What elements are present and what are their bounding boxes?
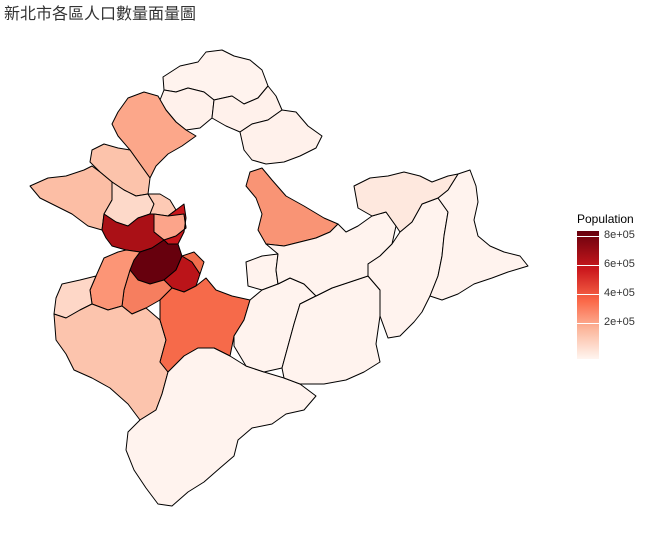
legend-tickmark (577, 236, 599, 237)
district-tamsui[interactable] (111, 91, 197, 179)
legend-tickmark (577, 265, 599, 266)
legend-tick-label: 6e+05 (604, 258, 635, 270)
district-yonghe[interactable] (181, 251, 205, 275)
district-ruifang[interactable] (353, 171, 459, 233)
district-wanli[interactable] (239, 109, 323, 165)
district-shenkeng[interactable] (245, 253, 279, 291)
legend-title: Population (577, 212, 634, 226)
legend-tickmark (577, 294, 599, 295)
legend-colorbar (577, 231, 599, 359)
district-gongliao[interactable] (429, 169, 529, 301)
district-linkou[interactable] (29, 165, 113, 231)
legend-tickmark (577, 323, 599, 324)
legend: Population 8e+05 6e+05 4e+05 2e+05 (576, 212, 651, 359)
legend-tick-label: 8e+05 (604, 229, 635, 241)
legend-tick-label: 2e+05 (604, 316, 635, 328)
map-title: 新北市各區人口數量面量圖 (4, 4, 197, 23)
district-sanxia[interactable] (53, 303, 169, 421)
legend-tick-label: 4e+05 (604, 287, 635, 299)
district-wulai[interactable] (125, 347, 317, 507)
